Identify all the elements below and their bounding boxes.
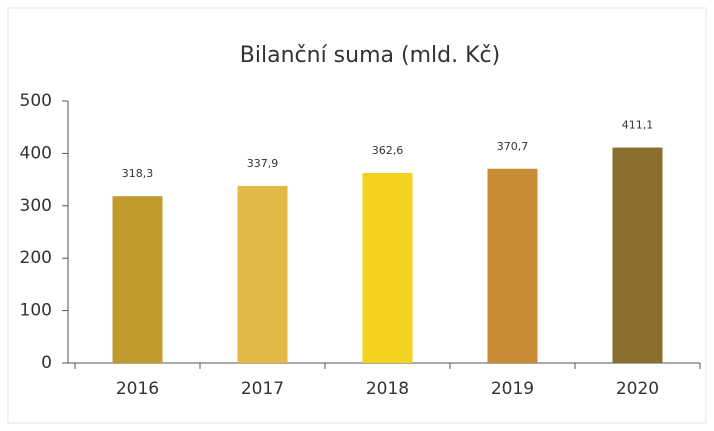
x-tick-label: 2018 [366, 379, 409, 399]
chart-title: Bilanční suma (mld. Kč) [240, 43, 500, 68]
bar [487, 168, 538, 363]
y-tick-label: 0 [41, 353, 52, 373]
value-label: 411,1 [622, 119, 654, 132]
x-tick-label: 2019 [491, 379, 534, 399]
bar [112, 196, 163, 363]
y-tick-label: 500 [20, 91, 52, 111]
value-label: 370,7 [497, 140, 529, 153]
bar [237, 185, 288, 363]
y-tick-label: 400 [20, 143, 52, 163]
y-tick-label: 200 [20, 248, 52, 268]
x-tick-label: 2017 [241, 379, 284, 399]
y-tick-label: 100 [20, 301, 52, 321]
x-tick-label: 2016 [116, 379, 159, 399]
value-label: 362,6 [372, 144, 404, 157]
y-tick-label: 300 [20, 196, 52, 216]
value-label: 337,9 [247, 157, 279, 170]
bar [612, 147, 663, 363]
bar [362, 172, 413, 363]
value-label: 318,3 [122, 167, 154, 180]
x-tick-label: 2020 [616, 379, 659, 399]
